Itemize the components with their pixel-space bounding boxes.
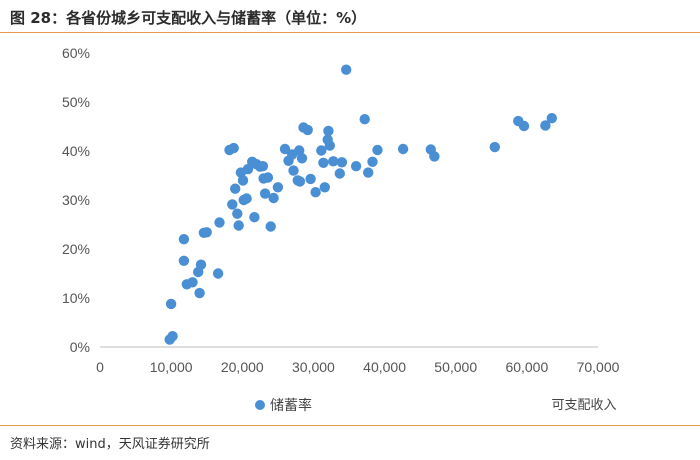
data-point xyxy=(294,176,306,187)
data-point xyxy=(302,124,313,136)
data-point xyxy=(336,157,348,168)
figure-title: 图 28：各省份城乡可支配收入与储蓄率（单位：%） xyxy=(10,9,367,27)
data-point xyxy=(324,140,335,151)
data-point xyxy=(319,182,330,193)
x-tick-label: 50,000 xyxy=(434,359,477,375)
data-point xyxy=(305,173,316,185)
data-point xyxy=(489,141,500,153)
x-tick-label: 70,000 xyxy=(577,359,620,375)
data-point xyxy=(259,188,271,199)
y-tick-label: 60% xyxy=(62,45,90,61)
data-point xyxy=(288,165,299,176)
data-point xyxy=(318,157,329,168)
data-point xyxy=(310,187,321,198)
data-point xyxy=(316,145,327,156)
data-point xyxy=(228,142,239,154)
data-point xyxy=(359,114,370,125)
x-tick-label: 0 xyxy=(96,359,104,375)
x-axis-title: 可支配收入 xyxy=(551,398,616,413)
x-tick-label: 20,000 xyxy=(221,359,264,375)
data-point xyxy=(201,227,212,238)
figure-header: 图 28：各省份城乡可支配收入与储蓄率（单位：%） xyxy=(0,0,700,32)
header-rule xyxy=(0,32,700,33)
x-tick-label: 60,000 xyxy=(505,359,548,375)
data-point xyxy=(227,199,238,210)
x-axis-tick-labels: 0 10,000 20,000 30,000 40,000 50,000 60,000 70,… xyxy=(96,359,620,375)
data-point xyxy=(546,113,557,124)
data-point xyxy=(212,268,224,279)
data-point xyxy=(194,287,205,299)
legend-marker xyxy=(255,400,265,410)
data-point xyxy=(328,156,339,167)
data-point xyxy=(262,172,274,183)
data-point xyxy=(397,143,409,155)
data-point xyxy=(237,175,249,186)
y-tick-label: 10% xyxy=(62,290,90,306)
legend: 储蓄率 xyxy=(255,397,312,414)
data-point xyxy=(334,168,345,179)
y-tick-label: 0% xyxy=(70,339,90,355)
data-point xyxy=(178,234,190,245)
data-point xyxy=(350,161,362,172)
y-tick-label: 40% xyxy=(62,143,90,159)
y-tick-label: 20% xyxy=(62,241,90,257)
scatter-chart: 0% 10% 20% 30% 40% 50% 60% 0 10,000 20,000 30,000… xyxy=(62,45,620,414)
data-point xyxy=(257,161,269,172)
data-point xyxy=(195,259,207,270)
data-point xyxy=(187,277,198,288)
data-point xyxy=(249,212,260,223)
data-point xyxy=(265,221,276,232)
data-point xyxy=(272,182,284,193)
data-point xyxy=(372,144,383,156)
x-tick-label: 30,000 xyxy=(292,359,335,375)
data-point xyxy=(363,167,374,178)
source-note: 资料来源：wind，天风证券研究所 xyxy=(10,437,210,452)
data-point xyxy=(323,125,334,137)
data-point xyxy=(367,156,378,167)
data-point xyxy=(279,143,291,155)
data-point xyxy=(341,64,352,75)
footer-rule xyxy=(0,425,700,426)
data-point xyxy=(296,153,308,164)
data-point xyxy=(294,145,305,156)
scatter-points xyxy=(164,64,557,345)
data-point xyxy=(518,120,530,132)
y-tick-label: 50% xyxy=(62,94,90,110)
data-point xyxy=(178,255,190,266)
data-point xyxy=(268,192,279,204)
data-point xyxy=(429,151,440,162)
data-point xyxy=(232,208,243,219)
data-point xyxy=(214,217,225,228)
data-point xyxy=(230,183,241,194)
x-tick-label: 40,000 xyxy=(363,359,406,375)
y-axis-tick-labels: 0% 10% 20% 30% 40% 50% 60% xyxy=(62,45,90,355)
data-point xyxy=(233,220,244,231)
legend-label-savings-rate: 储蓄率 xyxy=(270,397,312,414)
y-tick-label: 30% xyxy=(62,192,90,208)
data-point xyxy=(540,120,551,131)
data-point xyxy=(167,331,178,342)
data-point xyxy=(165,298,177,310)
x-tick-label: 10,000 xyxy=(150,359,193,375)
data-point xyxy=(241,193,252,204)
